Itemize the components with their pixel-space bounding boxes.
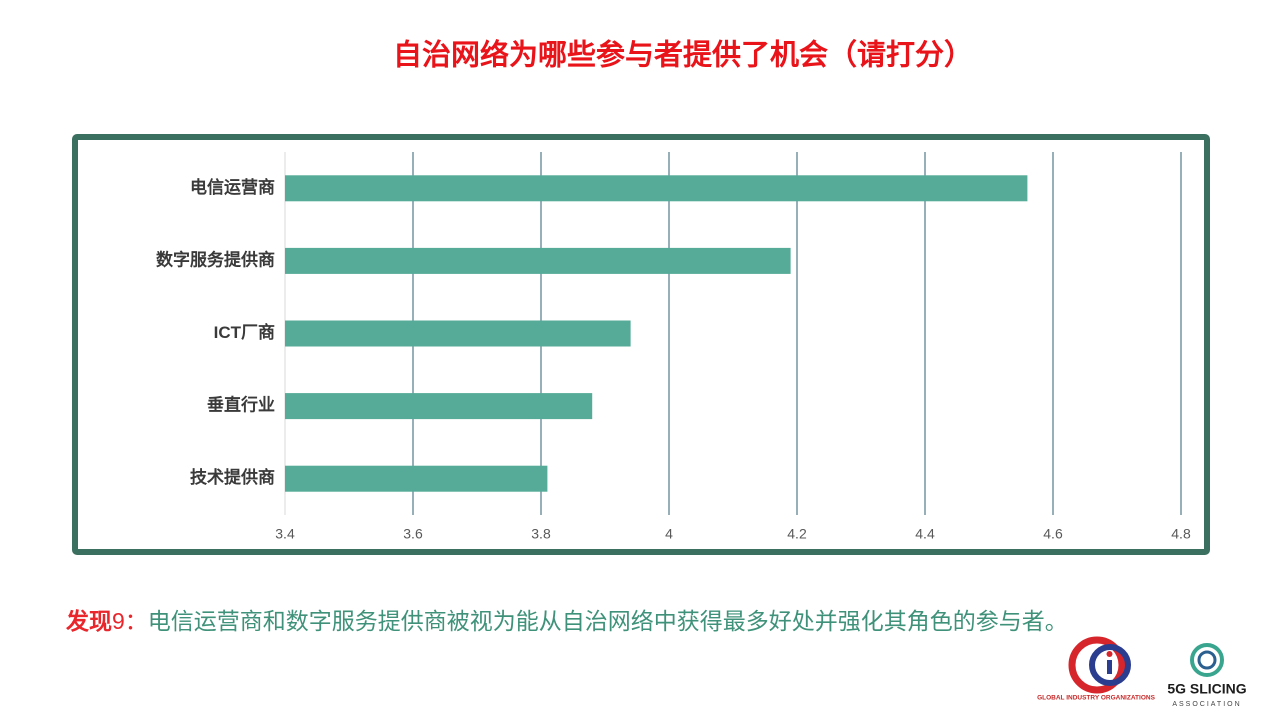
bar	[285, 247, 791, 274]
y-tick-label: 数字服务提供商	[156, 249, 275, 269]
logo-slicing: 5G SLICING ASSOCIATION	[1167, 643, 1247, 708]
x-tick-label: 4	[665, 526, 673, 542]
logo-gio: GLOBAL INDUSTRY ORGANIZATIONS	[1037, 636, 1156, 702]
caption-label: 发现	[66, 608, 112, 634]
y-tick-label: 电信运营商	[190, 177, 275, 197]
x-tick-label: 4.4	[915, 526, 935, 542]
logo-text: GLOBAL INDUSTRY ORGANIZATIONS	[1037, 695, 1156, 702]
chart-frame	[72, 134, 1210, 555]
x-tick-label: 3.4	[275, 526, 295, 542]
bar	[285, 320, 631, 347]
chart-title: 自治网络为哪些参与者提供了机会（请打分）	[393, 38, 973, 72]
bar	[285, 393, 593, 420]
caption-text: 电信运营商和数字服务提供商被视为能从自治网络中获得最多好处并强化其角色的参与者。	[147, 608, 1068, 634]
caption-number: 9：	[112, 608, 148, 634]
y-tick-label: 垂直行业	[207, 395, 275, 415]
caption: 发现9：电信运营商和数字服务提供商被视为能从自治网络中获得最多好处并强化其角色的…	[66, 606, 1166, 636]
x-tick-label: 4.6	[1043, 526, 1063, 542]
bar	[285, 465, 548, 492]
x-tick-label: 3.6	[403, 526, 423, 542]
logo-text: 5G SLICING	[1167, 681, 1246, 697]
x-tick-label: 3.8	[531, 526, 551, 542]
logo-text: ASSOCIATION	[1172, 701, 1241, 708]
y-tick-label: ICT厂商	[214, 322, 275, 342]
y-tick-label: 技术提供商	[190, 467, 275, 487]
bar	[285, 175, 1028, 202]
x-tick-label: 4.8	[1171, 526, 1191, 542]
x-tick-label: 4.2	[787, 526, 807, 542]
